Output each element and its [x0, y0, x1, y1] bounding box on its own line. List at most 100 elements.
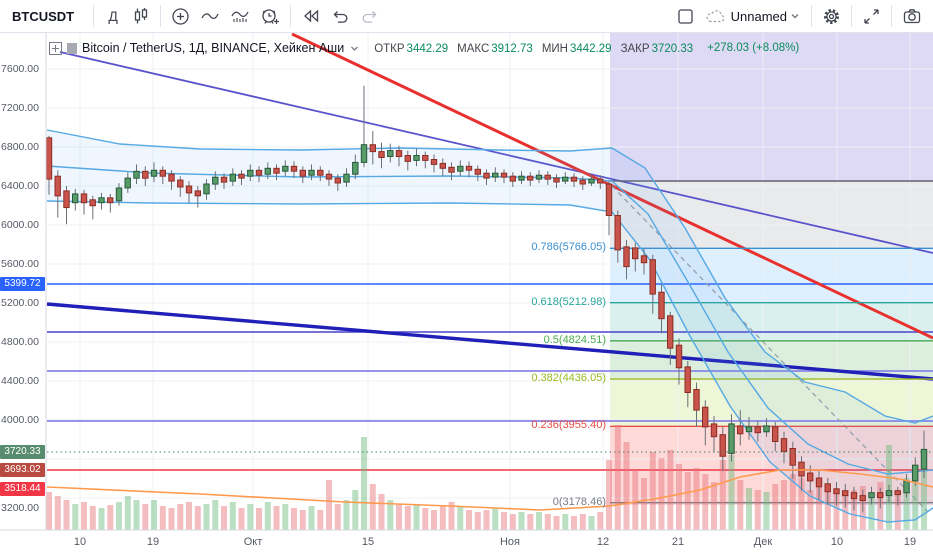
- interval-button[interactable]: Д: [99, 3, 127, 29]
- candle: [632, 247, 639, 260]
- redo-button[interactable]: [355, 3, 384, 29]
- candle: [395, 150, 403, 158]
- volume-bar: [623, 442, 630, 530]
- volume-bar: [571, 516, 577, 530]
- volume-bar: [789, 474, 796, 530]
- volume-bar: [632, 470, 639, 530]
- candle: [124, 177, 131, 189]
- chart-type-button[interactable]: [127, 3, 155, 29]
- candle: [807, 472, 814, 482]
- legend-change: +278.03 (+8.08%): [707, 42, 800, 54]
- volume-bar: [448, 502, 455, 530]
- legend-field-value: 3912.73: [491, 43, 533, 55]
- volume-bar: [711, 482, 717, 530]
- price-axis-label: 6000.00: [1, 219, 39, 231]
- separator: [93, 5, 95, 27]
- candle: [369, 144, 377, 153]
- volume-bar: [509, 514, 516, 530]
- candle: [387, 150, 394, 158]
- indicators-button[interactable]: [225, 3, 255, 29]
- fib-level-label: 0(3178.46): [552, 495, 606, 508]
- volume-bar: [186, 502, 192, 530]
- candle: [737, 425, 744, 435]
- time-axis-label: 10: [73, 536, 87, 548]
- volume-bar: [562, 514, 569, 530]
- candle: [413, 155, 420, 161]
- volume-bar: [177, 504, 184, 530]
- candle: [535, 174, 543, 180]
- volume-bar: [317, 510, 324, 530]
- volume-bar: [597, 512, 604, 530]
- undo-button[interactable]: [326, 3, 355, 29]
- candle: [185, 185, 193, 194]
- candle: [605, 183, 613, 216]
- volume-bar: [413, 504, 420, 530]
- compare-button[interactable]: [166, 3, 195, 29]
- candle: [719, 434, 726, 457]
- candle: [282, 165, 289, 172]
- volume-bar: [116, 502, 122, 530]
- price-axis-label: 7600.00: [1, 63, 39, 75]
- volume-bar: [54, 496, 61, 530]
- pane-maximize-icon[interactable]: [49, 41, 62, 55]
- fullscreen-button[interactable]: [857, 3, 886, 29]
- bollinger-upper-band[interactable]: [46, 129, 933, 424]
- bollinger-basis-band[interactable]: [46, 165, 933, 475]
- volume-bar: [781, 480, 787, 530]
- volume-bar: [457, 506, 464, 530]
- candle: [649, 259, 656, 295]
- volume-bar: [151, 500, 157, 530]
- candle: [658, 291, 665, 320]
- candle: [614, 215, 621, 251]
- screenshot-button[interactable]: [897, 3, 927, 29]
- camera-icon: [903, 9, 921, 24]
- volume-bar: [168, 508, 175, 530]
- symbol-button[interactable]: BTCUSDT: [12, 8, 75, 24]
- chevron-down-icon: [791, 14, 799, 19]
- layout-button[interactable]: [671, 3, 700, 29]
- candle: [430, 159, 438, 165]
- replay-button[interactable]: [296, 3, 326, 29]
- candle: [903, 480, 910, 494]
- trend-line[interactable]: [611, 185, 929, 513]
- settings-button[interactable]: [817, 3, 846, 29]
- legend-field: МАКС 3912.73: [457, 41, 533, 55]
- candle: [640, 255, 648, 264]
- candle: [238, 173, 245, 179]
- line-tools-button[interactable]: [195, 3, 225, 29]
- volume-bar: [291, 508, 297, 530]
- candle: [334, 177, 342, 184]
- cloud-save-button[interactable]: Unnamed: [700, 3, 806, 29]
- fib-band-0236-0: [610, 426, 933, 505]
- bollinger-lower-band[interactable]: [46, 200, 933, 523]
- legend-field: МИН 3442.29: [542, 41, 612, 55]
- separator: [811, 5, 812, 27]
- legend-title[interactable]: Bitcoin / TetherUS, 1Д, BINANCE, Хейкен …: [82, 41, 345, 55]
- volume-bar: [754, 490, 761, 530]
- candle: [562, 176, 569, 182]
- candle: [273, 167, 280, 174]
- price-axis-label: 7200.00: [1, 102, 39, 114]
- trend-line[interactable]: [59, 51, 933, 254]
- volume-bar: [816, 486, 822, 530]
- candle: [264, 167, 272, 175]
- candle: [194, 190, 202, 197]
- volume-bar: [667, 450, 674, 530]
- volume-bar: [474, 512, 481, 530]
- legend-field-label: ОТКР: [374, 43, 405, 55]
- candle: [500, 172, 508, 178]
- series-icon[interactable]: [67, 42, 77, 54]
- candle: [98, 197, 105, 204]
- legend-chevron-down-icon[interactable]: [349, 43, 360, 54]
- alert-button[interactable]: [255, 3, 285, 29]
- selection-zone: [610, 33, 933, 181]
- candle: [89, 199, 96, 207]
- volume-bar: [221, 506, 227, 530]
- candle: [247, 169, 254, 177]
- chart-legend: Bitcoin / TetherUS, 1Д, BINANCE, Хейкен …: [49, 41, 799, 55]
- price-axis-label: 4000.00: [1, 414, 39, 426]
- volume-bar: [912, 466, 919, 530]
- ma-line[interactable]: [46, 469, 933, 511]
- volume-bar: [159, 506, 166, 530]
